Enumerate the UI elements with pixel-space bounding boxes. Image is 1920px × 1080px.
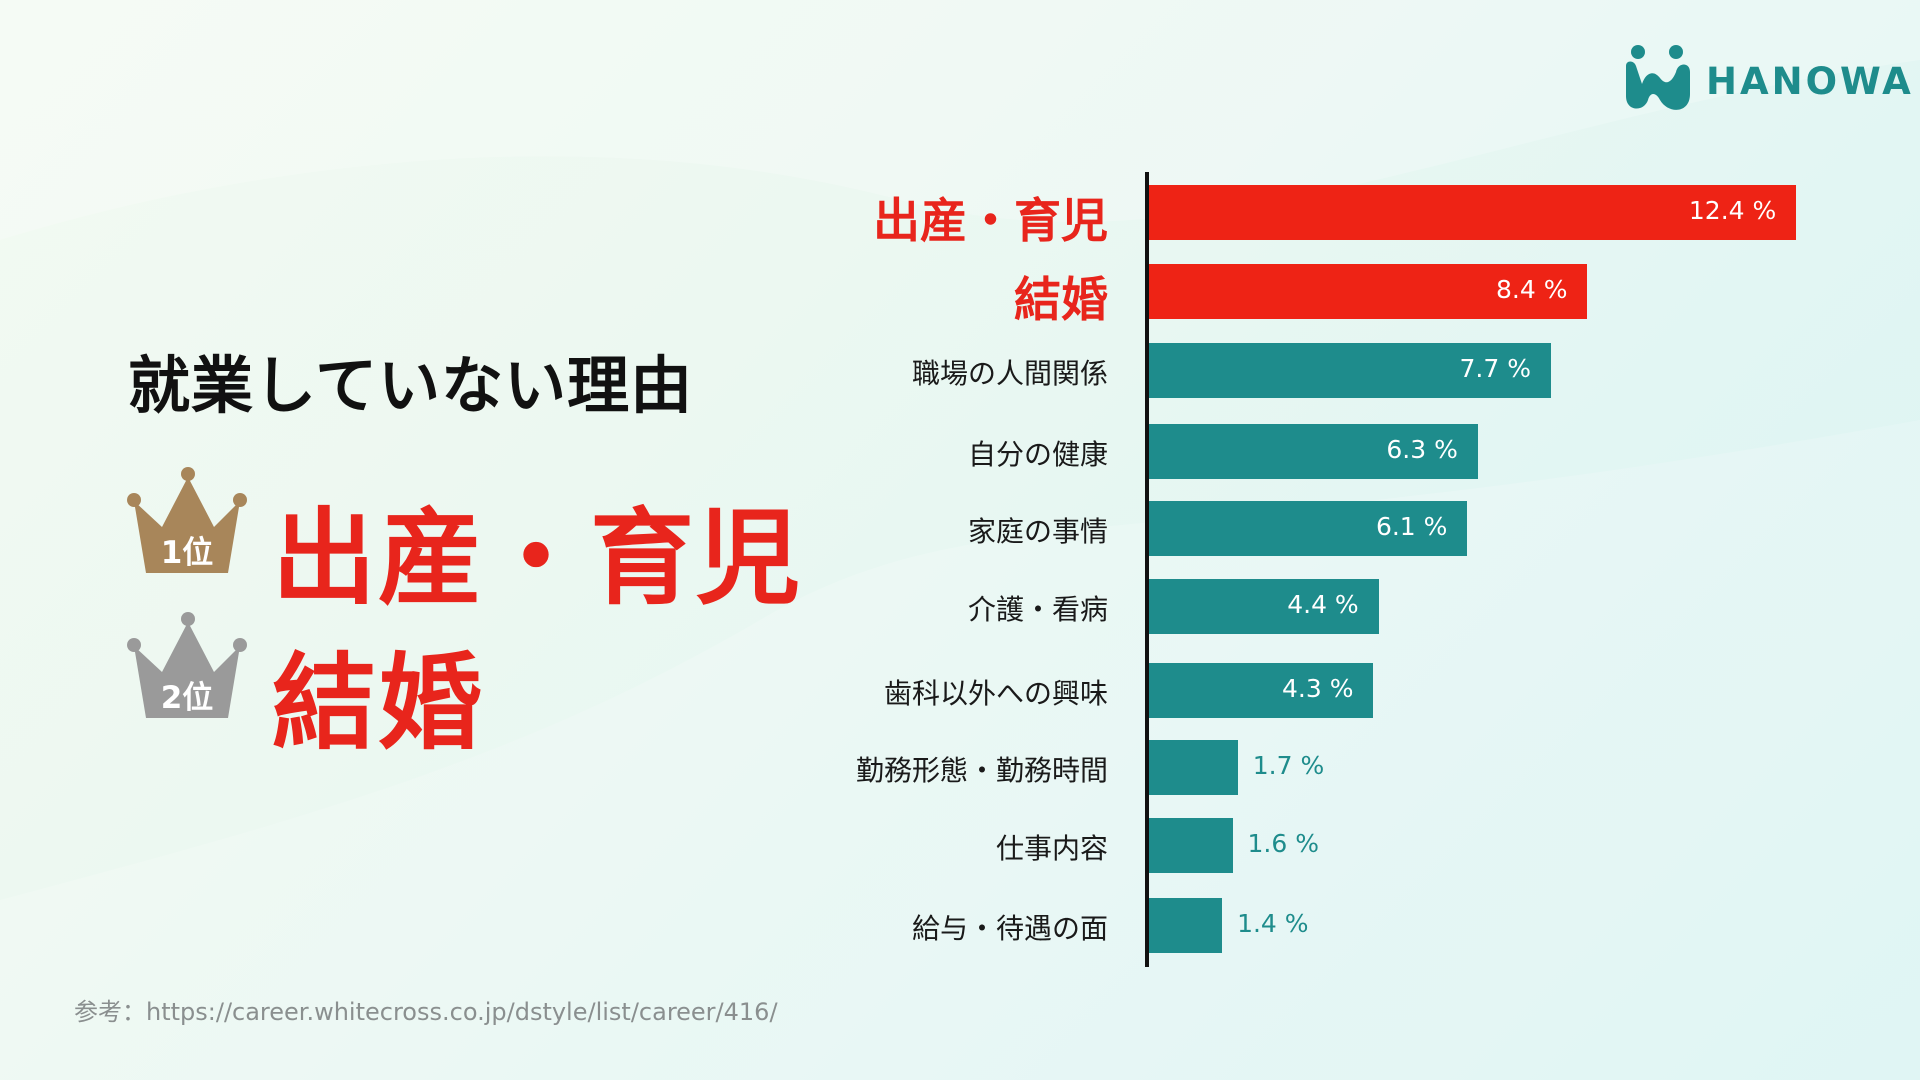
bar-8 (1149, 739, 1238, 795)
category-label-9: 仕事内容 (995, 832, 1108, 865)
rank-2: 2位 結婚 (124, 610, 824, 764)
logo-text: HANOWA (1706, 60, 1914, 103)
hanowa-logo: HANOWA (1620, 40, 1911, 120)
silver-crown-icon (127, 612, 247, 718)
rank-1-text: 出産・育児 (272, 497, 803, 619)
bar-value-label-5: 6.1 % (1375, 512, 1448, 541)
category-label-6: 介護・看病 (967, 593, 1108, 626)
category-label-5: 家庭の事情 (967, 515, 1108, 548)
bar-3 (1149, 342, 1551, 398)
bar-1 (1149, 184, 1797, 240)
bar-value-label-9: 1.6 % (1247, 829, 1319, 858)
category-label-1: 出産・育児 (873, 194, 1108, 249)
rank-1-badge: 1位 (160, 535, 214, 571)
bar-4 (1149, 423, 1478, 479)
bar-value-label-4: 6.3 % (1386, 435, 1458, 464)
bar-value-label-3: 7.7 % (1459, 354, 1531, 383)
chart-axis-line (1145, 172, 1149, 967)
category-label-3: 職場の人間関係 (911, 357, 1108, 390)
bar-value-label-7: 4.3 % (1282, 674, 1354, 703)
bar-2 (1149, 263, 1588, 319)
bar-10 (1149, 897, 1223, 953)
bar-6 (1149, 578, 1379, 634)
rank-2-text: 結婚 (272, 642, 485, 764)
gold-crown-icon (127, 467, 247, 573)
bar-value-label-1: 12.4 % (1688, 196, 1777, 225)
bar-value-label-8: 1.7 % (1252, 751, 1325, 780)
category-label-7: 歯科以外への興味 (883, 677, 1108, 710)
bar-7 (1149, 662, 1374, 718)
summary-heading: 就業していない理由 (128, 349, 694, 422)
rank-1: 1位 出産・育児 (124, 465, 824, 619)
category-label-2: 結婚 (1014, 273, 1108, 328)
source-citation: 参考：https://career.whitecross.co.jp/dstyl… (74, 998, 778, 1026)
category-label-4: 自分の健康 (967, 438, 1108, 471)
bar-9 (1149, 817, 1233, 873)
category-label-10: 給与・待遇の面 (911, 912, 1108, 945)
category-label-8: 勤務形態・勤務時間 (855, 754, 1108, 787)
bar-value-label-10: 1.4 % (1237, 909, 1309, 938)
bar-value-label-2: 8.4 % (1496, 275, 1568, 304)
hanowa-logo-icon (1626, 45, 1690, 110)
bar-value-label-6: 4.4 % (1287, 590, 1359, 619)
rank-2-badge: 2位 (160, 680, 214, 716)
bar-5 (1149, 500, 1468, 556)
